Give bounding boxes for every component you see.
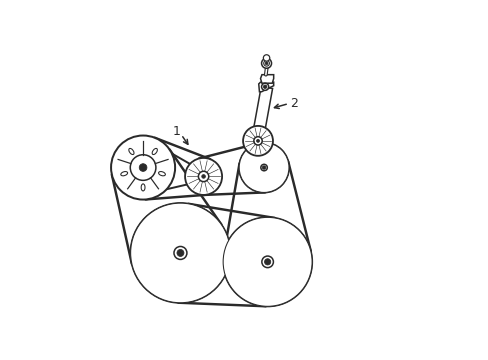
Circle shape: [263, 60, 269, 66]
Circle shape: [223, 217, 311, 306]
Circle shape: [130, 203, 230, 303]
Circle shape: [263, 85, 266, 89]
Polygon shape: [258, 82, 273, 92]
Circle shape: [177, 249, 183, 256]
Circle shape: [263, 55, 269, 61]
Circle shape: [247, 242, 287, 282]
Text: 1: 1: [173, 126, 181, 139]
Circle shape: [243, 126, 272, 156]
Circle shape: [184, 158, 222, 195]
Circle shape: [264, 259, 270, 265]
Ellipse shape: [158, 172, 165, 176]
Circle shape: [223, 217, 311, 306]
Circle shape: [262, 166, 265, 169]
Ellipse shape: [121, 172, 127, 176]
Circle shape: [261, 83, 268, 90]
Polygon shape: [252, 86, 272, 138]
Circle shape: [130, 203, 230, 303]
Ellipse shape: [128, 148, 134, 154]
Circle shape: [245, 149, 282, 186]
Ellipse shape: [141, 184, 145, 191]
Circle shape: [256, 139, 259, 142]
Circle shape: [239, 143, 288, 193]
Polygon shape: [260, 75, 273, 83]
Circle shape: [231, 225, 304, 298]
Text: 2: 2: [290, 97, 298, 110]
Circle shape: [137, 210, 223, 296]
Circle shape: [158, 230, 203, 275]
Circle shape: [260, 164, 267, 171]
Circle shape: [130, 155, 156, 180]
Circle shape: [151, 224, 209, 282]
Circle shape: [139, 164, 146, 171]
Circle shape: [174, 247, 186, 260]
Circle shape: [252, 156, 275, 179]
Circle shape: [239, 234, 295, 290]
Circle shape: [202, 175, 205, 178]
Circle shape: [264, 62, 267, 65]
Circle shape: [111, 135, 175, 199]
Circle shape: [261, 256, 273, 267]
Circle shape: [239, 143, 288, 193]
Circle shape: [253, 137, 262, 145]
Circle shape: [261, 58, 271, 68]
Circle shape: [144, 217, 216, 289]
Circle shape: [198, 171, 208, 182]
Ellipse shape: [152, 148, 157, 154]
